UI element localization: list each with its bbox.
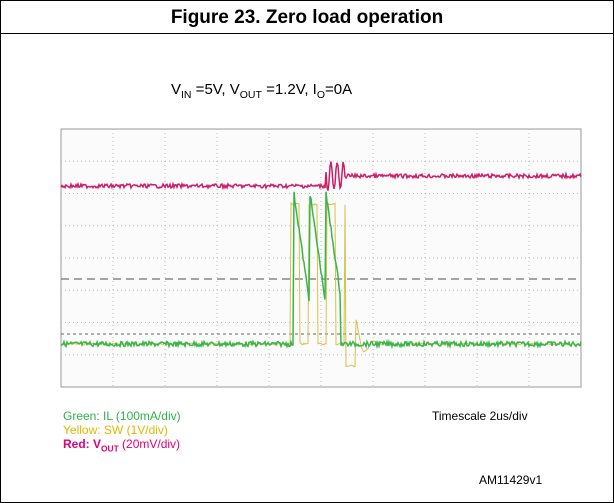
legend-red: Red: VOUT (20mV/div) xyxy=(63,437,181,454)
legend-yellow: Yellow: SW (1V/div) xyxy=(63,423,168,437)
figure-code: AM11429v1 xyxy=(479,473,543,487)
figure-title: Figure 23. Zero load operation xyxy=(170,7,444,28)
trace xyxy=(60,191,582,350)
trace xyxy=(60,161,582,191)
conditions: VIN =5V, VOUT =1.2V, IO=0A xyxy=(171,81,353,101)
timescale: Timescale 2us/div xyxy=(432,409,528,423)
title-rule xyxy=(1,33,613,34)
legend-green: Green: IL (100mA/div) xyxy=(63,409,181,423)
scope-capture xyxy=(60,128,582,388)
